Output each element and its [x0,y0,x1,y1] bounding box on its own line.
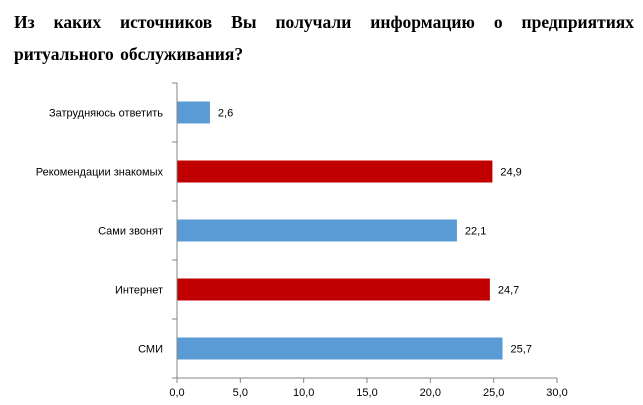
category-label: Затрудняюсь ответить [49,108,163,120]
bar-2 [177,160,493,183]
bar-3 [177,219,457,242]
axes [172,82,558,383]
bar-5 [177,337,503,360]
bars-layer [177,101,503,360]
data-label: 2,6 [218,108,233,120]
category-label: Сами звонят [98,226,163,238]
x-tick-label: 20,0 [420,387,441,399]
x-tick-label: 15,0 [356,387,377,399]
category-label: Рекомендации знакомых [36,167,164,179]
x-tick-label: 30,0 [546,387,567,399]
data-label: 22,1 [465,226,486,238]
x-tick-label: 0,0 [169,387,184,399]
x-tick-label: 5,0 [233,387,248,399]
data-label: 24,9 [500,167,521,179]
category-label: Интернет [115,285,163,297]
data-label: 25,7 [511,344,532,356]
bar-1 [177,101,210,124]
bar-4 [177,278,490,301]
x-tick-label: 25,0 [483,387,504,399]
labels-layer: Затрудняюсь ответить 2,6 Рекомендации знак… [36,108,568,400]
x-tick-label: 10,0 [293,387,314,399]
chart-title: Из каких источников Вы получали информац… [14,12,634,64]
category-label: СМИ [138,344,163,356]
data-label: 24,7 [498,285,519,297]
